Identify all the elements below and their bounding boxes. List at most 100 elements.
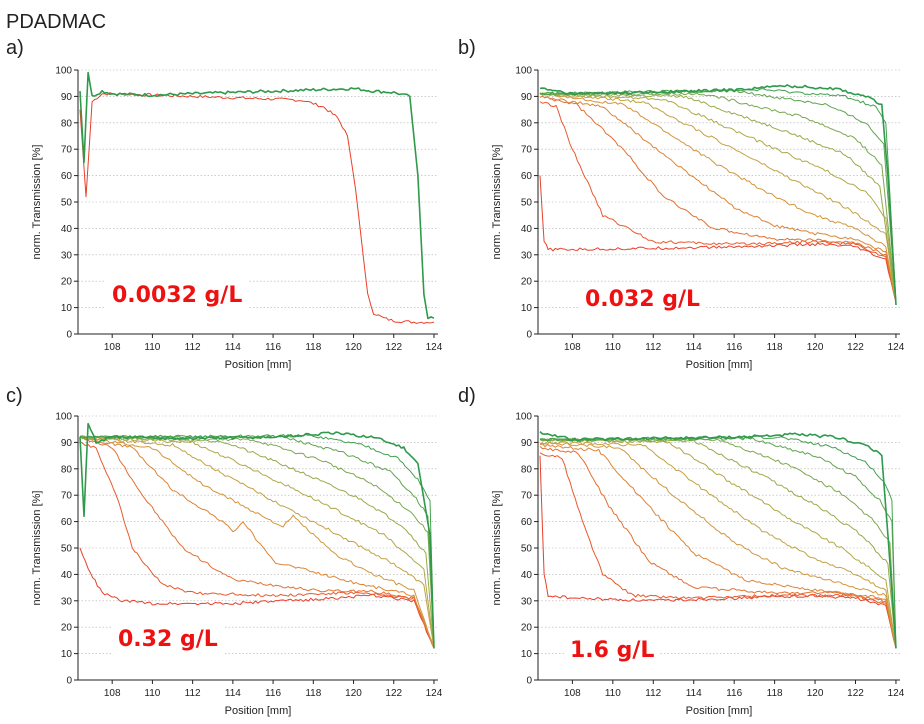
panel-a: a) 0 10 20 30 40 50 60 70 80 90 100 108 110 112 114 116 1… — [6, 37, 443, 371]
y-tick-label: 90 — [521, 92, 533, 103]
x-axis-label: Position [mm] — [225, 705, 292, 717]
y-tick-label: 20 — [521, 277, 533, 288]
panel-label: d) — [458, 385, 476, 407]
series-line-4 — [539, 95, 897, 303]
y-tick-label: 100 — [515, 66, 532, 77]
x-tick-label: 114 — [225, 688, 241, 699]
series-line-5 — [539, 92, 897, 303]
series-line-8 — [539, 92, 897, 303]
x-tick-label: 108 — [104, 342, 121, 353]
x-tick-label: 116 — [265, 688, 281, 699]
x-tick-label: 116 — [726, 342, 742, 353]
x-tick-label: 122 — [847, 342, 864, 353]
concentration-backdrop — [564, 635, 661, 665]
y-tick-label: 70 — [61, 491, 73, 502]
x-tick-label: 110 — [605, 342, 621, 353]
y-tick-label: 90 — [61, 438, 73, 449]
y-tick-label: 100 — [55, 66, 72, 77]
series-line-11 — [539, 435, 897, 649]
series-line-3 — [539, 95, 897, 303]
x-tick-label: 114 — [686, 342, 702, 353]
y-tick-label: 50 — [61, 544, 73, 555]
y-tick-label: 60 — [61, 517, 73, 528]
series-line-4 — [79, 436, 435, 649]
x-tick-label: 124 — [888, 342, 905, 353]
y-tick-label: 20 — [61, 623, 73, 634]
y-tick-label: 30 — [61, 250, 73, 261]
x-tick-label: 112 — [185, 342, 201, 353]
y-tick-label: 0 — [66, 330, 72, 341]
series-line-3 — [539, 446, 897, 649]
series-line-6 — [539, 92, 897, 303]
y-axis-label: norm. Transmission [%] — [491, 491, 503, 606]
series-line-5 — [79, 435, 435, 649]
y-tick-label: 70 — [521, 145, 533, 156]
x-tick-label: 120 — [807, 688, 824, 699]
concentration-label: 1.6 g/L — [570, 638, 654, 663]
series-line-2 — [539, 101, 897, 303]
x-axis-label: Position [mm] — [686, 705, 753, 717]
panel-label: c) — [6, 385, 23, 407]
x-tick-label: 110 — [144, 688, 160, 699]
y-tick-label: 0 — [66, 676, 72, 687]
x-tick-label: 122 — [385, 342, 402, 353]
y-tick-label: 80 — [521, 118, 533, 129]
x-tick-label: 118 — [305, 688, 321, 699]
x-tick-label: 108 — [564, 342, 581, 353]
x-tick-label: 122 — [847, 688, 864, 699]
y-tick-label: 10 — [61, 303, 73, 314]
x-tick-label: 110 — [144, 342, 160, 353]
x-axis-label: Position [mm] — [686, 359, 753, 371]
x-tick-label: 110 — [605, 688, 621, 699]
x-tick-label: 118 — [305, 342, 321, 353]
x-tick-label: 122 — [385, 688, 402, 699]
x-tick-label: 116 — [265, 342, 281, 353]
y-tick-label: 20 — [521, 623, 533, 634]
x-tick-label: 120 — [807, 342, 824, 353]
y-tick-label: 80 — [61, 118, 73, 129]
y-tick-label: 70 — [521, 491, 533, 502]
y-axis-label: norm. Transmission [%] — [31, 145, 43, 260]
y-tick-label: 30 — [521, 250, 533, 261]
x-tick-label: 118 — [767, 342, 783, 353]
concentration-label: 0.032 g/L — [585, 287, 700, 312]
x-tick-label: 108 — [104, 688, 121, 699]
x-tick-label: 120 — [345, 688, 362, 699]
y-tick-label: 0 — [526, 676, 532, 687]
y-tick-label: 70 — [61, 145, 73, 156]
panel-b: b) 0 10 20 30 40 50 60 70 80 90 100 108 110 112 114 116 1… — [458, 37, 905, 371]
y-tick-label: 60 — [61, 171, 73, 182]
series-line-9 — [539, 437, 897, 649]
series-line-1 — [79, 547, 435, 649]
y-tick-label: 50 — [521, 198, 533, 209]
series-line-8 — [79, 435, 435, 649]
y-tick-label: 40 — [61, 570, 73, 581]
series-line-12 — [79, 422, 435, 649]
x-tick-label: 112 — [185, 688, 201, 699]
x-tick-label: 112 — [645, 688, 661, 699]
series-line-3 — [79, 435, 435, 649]
y-tick-label: 10 — [61, 649, 73, 660]
y-tick-label: 100 — [55, 412, 72, 423]
series-line-12 — [539, 431, 897, 649]
series-line-9 — [79, 435, 435, 649]
x-tick-label: 116 — [726, 688, 742, 699]
series-line-10 — [79, 435, 435, 649]
series-line-6 — [539, 441, 897, 649]
y-tick-label: 40 — [521, 570, 533, 581]
y-tick-label: 90 — [61, 92, 73, 103]
x-tick-label: 108 — [564, 688, 581, 699]
y-tick-label: 100 — [515, 412, 532, 423]
y-tick-label: 50 — [521, 544, 533, 555]
concentration-label: 0.32 g/L — [118, 627, 218, 652]
panel-label: b) — [458, 37, 476, 59]
y-tick-label: 80 — [521, 464, 533, 475]
y-tick-label: 30 — [521, 596, 533, 607]
series-line-1 — [539, 455, 897, 649]
figure-title: PDADMAC — [6, 11, 106, 33]
y-axis-label: norm. Transmission [%] — [31, 491, 43, 606]
concentration-backdrop — [112, 624, 224, 654]
y-tick-label: 80 — [61, 464, 73, 475]
series-line-8 — [539, 438, 897, 649]
y-tick-label: 30 — [61, 596, 73, 607]
